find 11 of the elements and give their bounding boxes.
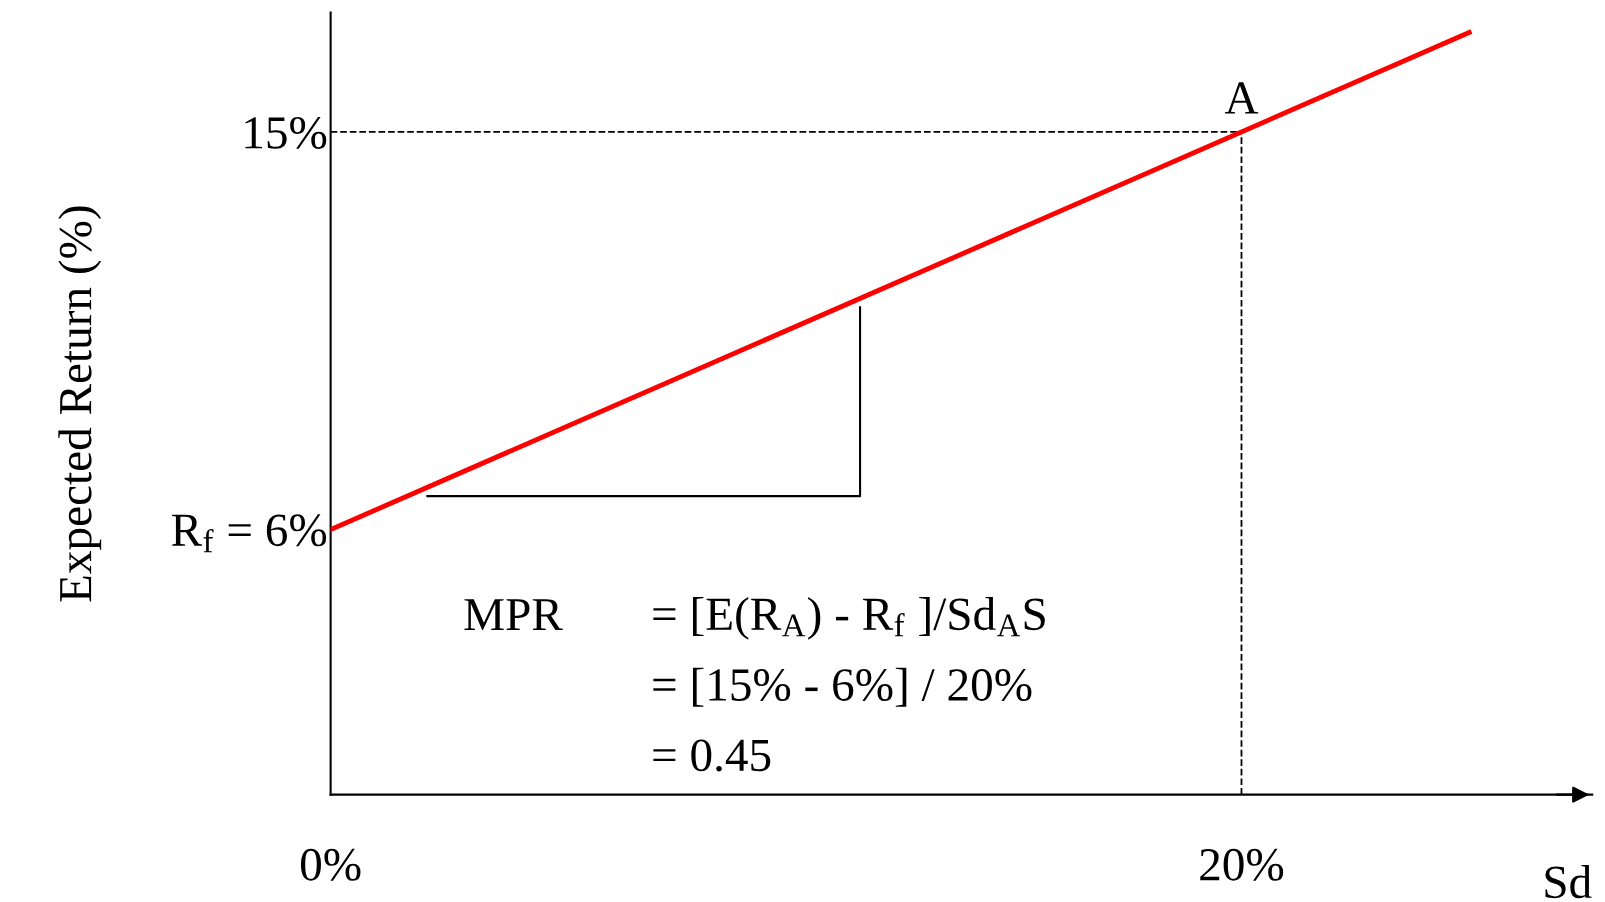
annotation: A xyxy=(1224,82,1259,114)
x-tick-label: 20% xyxy=(1200,848,1284,881)
annotation: = [E(R$_{A}$) - R$_{f}$ ]/Sd$_{A}$S xyxy=(653,596,1045,640)
annotation: = 0.45 xyxy=(653,739,771,772)
annotation: MPR xyxy=(464,599,563,631)
annotation: = [15% - 6%] / 20% xyxy=(653,667,1032,707)
y-tick-label: 15% xyxy=(245,116,327,149)
y-tick-label: R$_{f}$ = 6% xyxy=(171,514,327,553)
x-axis-title: Sd xyxy=(1545,865,1592,899)
x-tick-label: 0% xyxy=(300,848,361,881)
y-axis-title: Expected Return (%) xyxy=(58,206,102,602)
